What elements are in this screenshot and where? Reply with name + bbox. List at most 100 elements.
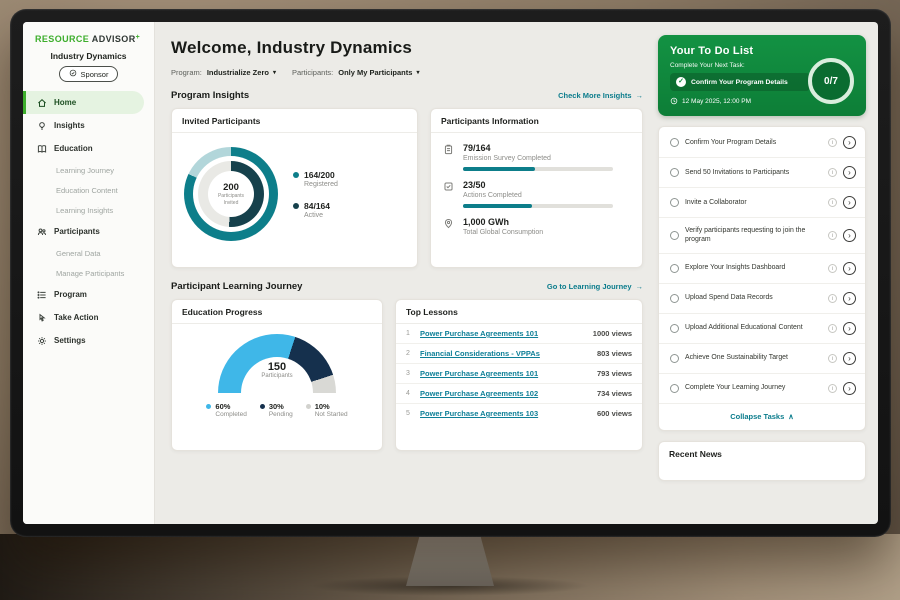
learning-journey-header: Participant Learning Journey Go to Learn…: [171, 281, 643, 292]
task-row-explore-insights[interactable]: Explore Your Insights Dashboard i ›: [659, 254, 865, 284]
sponsor-badge[interactable]: Sponsor: [58, 66, 119, 82]
participants-select[interactable]: Only My Participants ▾: [338, 68, 419, 77]
task-checkbox[interactable]: [670, 198, 679, 207]
task-checkbox[interactable]: [670, 263, 679, 273]
chevron-right-icon[interactable]: ›: [843, 166, 856, 179]
task-row-verify-participants[interactable]: Verify participants requesting to join t…: [659, 218, 865, 254]
chevron-right-icon[interactable]: ›: [843, 261, 856, 275]
todo-tasks-card: Confirm Your Program Details i › Send 50…: [658, 126, 866, 431]
task-row-send-invitations[interactable]: Send 50 Invitations to Participants i ›: [659, 158, 865, 188]
task-label: Upload Additional Educational Content: [685, 324, 803, 332]
task-checkbox[interactable]: [670, 138, 679, 147]
lesson-link[interactable]: Power Purchase Agreements 101: [420, 369, 539, 378]
task-row-invite-collaborator[interactable]: Invite a Collaborator i ›: [659, 188, 865, 218]
legend-value: 30%: [268, 402, 284, 411]
legend-item-registered: 164/200 Registered: [293, 170, 338, 188]
lesson-link[interactable]: Power Purchase Agreements 103: [420, 409, 539, 418]
task-row-complete-learning-journey[interactable]: Complete Your Learning Journey i ›: [659, 374, 865, 404]
sidebar-item-manage-participants[interactable]: Manage Participants: [23, 263, 154, 283]
clock-icon: [670, 97, 678, 105]
sidebar-item-label: Education: [54, 144, 93, 153]
sidebar-item-program[interactable]: Program: [23, 283, 144, 306]
lesson-row: 1 Power Purchase Agreements 101 1000 vie…: [396, 324, 642, 344]
sidebar-item-label: Learning Insights: [56, 205, 114, 215]
lesson-row: 3 Power Purchase Agreements 101 793 view…: [396, 364, 642, 384]
check-more-insights-link[interactable]: Check More Insights →: [558, 91, 643, 100]
task-checkbox[interactable]: [670, 168, 679, 177]
sidebar-item-education[interactable]: Education: [23, 137, 144, 160]
list-icon: [37, 290, 47, 300]
legend-item-pending: 30% Pending: [259, 402, 293, 418]
sidebar-item-general-data[interactable]: General Data: [23, 243, 154, 263]
legend-dot: [259, 404, 265, 409]
chevron-right-icon[interactable]: ›: [843, 321, 856, 335]
sidebar-item-label: Participants: [54, 227, 100, 236]
go-to-learning-journey-link[interactable]: Go to Learning Journey →: [547, 282, 643, 291]
participants-information-card: Participants Information 79/164 Emission…: [430, 108, 643, 268]
section-title: Participant Learning Journey: [171, 281, 303, 292]
sponsor-icon: [69, 69, 77, 79]
todo-subtitle: Complete Your Next Task:: [670, 62, 745, 69]
metric-label: Emission Survey Completed: [463, 155, 551, 162]
lesson-row: 5 Power Purchase Agreements 103 600 view…: [396, 404, 642, 423]
chevron-right-icon[interactable]: ›: [843, 196, 856, 209]
task-checkbox[interactable]: [670, 230, 679, 240]
sidebar-item-home[interactable]: Home: [23, 91, 144, 114]
task-info-icon: i: [828, 138, 837, 147]
participants-select-value: Only My Participants: [338, 68, 413, 77]
task-checkbox[interactable]: [670, 353, 679, 363]
chevron-right-icon[interactable]: ›: [843, 228, 856, 242]
gauge-center-value: 150: [267, 361, 287, 373]
todo-next-task-label: Confirm Your Program Details: [691, 78, 788, 86]
sidebar-item-insights[interactable]: Insights: [23, 114, 144, 137]
task-checkbox[interactable]: [670, 323, 679, 333]
task-label: Explore Your Insights Dashboard: [685, 264, 786, 272]
logo-advisor-text: ADVISOR: [91, 34, 136, 44]
program-select[interactable]: Industrialize Zero ▾: [207, 68, 276, 77]
chevron-right-icon[interactable]: ›: [843, 351, 856, 365]
task-row-upload-educational-content[interactable]: Upload Additional Educational Content i …: [659, 314, 865, 344]
collapse-tasks-link[interactable]: Collapse Tasks ∧: [659, 404, 865, 430]
chevron-right-icon[interactable]: ›: [843, 136, 856, 149]
card-title: Invited Participants: [172, 109, 417, 133]
task-row-upload-spend-data[interactable]: Upload Spend Data Records i ›: [659, 284, 865, 314]
chevron-right-icon[interactable]: ›: [843, 381, 856, 395]
lesson-rank: 4: [406, 390, 410, 397]
todo-next-task[interactable]: ✓ Confirm Your Program Details: [670, 73, 810, 91]
donut-center-label: Participants Invited: [217, 193, 245, 206]
lesson-link[interactable]: Power Purchase Agreements 101: [420, 329, 539, 338]
legend-label: Active: [304, 211, 324, 219]
lesson-link[interactable]: Power Purchase Agreements 102: [420, 389, 539, 398]
right-rail: Your To Do List Complete Your Next Task:…: [656, 22, 878, 524]
todo-progress-ring: 0/7: [808, 58, 854, 104]
sidebar-item-learning-insights[interactable]: Learning Insights: [23, 200, 154, 220]
task-checkbox[interactable]: [670, 383, 679, 393]
logo-plus-text: +: [135, 34, 141, 41]
chevron-down-icon: ▾: [416, 70, 420, 76]
metric-value: 79/164: [463, 143, 491, 153]
task-checkbox[interactable]: [670, 293, 679, 303]
program-insights-header: Program Insights Check More Insights →: [171, 90, 643, 101]
people-icon: [37, 227, 47, 237]
app-logo: RESOURCE ADVISOR+: [23, 32, 154, 51]
monitor-stand-shadow: [310, 576, 590, 596]
sidebar-item-education-content[interactable]: Education Content: [23, 180, 154, 200]
donut-legend: 164/200 Registered 84/164 Active: [293, 170, 338, 219]
lesson-link[interactable]: Financial Considerations - VPPAs: [420, 349, 540, 358]
sidebar-item-take-action[interactable]: Take Action: [23, 306, 144, 329]
legend-dot: [305, 404, 311, 409]
program-filter-label: Program:: [171, 68, 202, 77]
task-row-achieve-target[interactable]: Achieve One Sustainability Target i ›: [659, 344, 865, 374]
link-label: Go to Learning Journey: [546, 282, 632, 291]
card-title: Education Progress: [172, 300, 382, 324]
sidebar-item-participants[interactable]: Participants: [23, 220, 144, 243]
sidebar-item-learning-journey[interactable]: Learning Journey: [23, 160, 154, 180]
task-info-icon: i: [828, 323, 837, 333]
page-title: Welcome, Industry Dynamics: [171, 38, 413, 57]
chevron-right-icon[interactable]: ›: [843, 291, 856, 305]
sidebar-item-settings[interactable]: Settings: [23, 329, 144, 352]
legend-dot: [293, 202, 299, 209]
task-row-confirm-program[interactable]: Confirm Your Program Details i ›: [659, 128, 865, 158]
metric-label: Total Global Consumption: [463, 229, 544, 236]
lesson-views: 1000 views: [592, 329, 632, 338]
